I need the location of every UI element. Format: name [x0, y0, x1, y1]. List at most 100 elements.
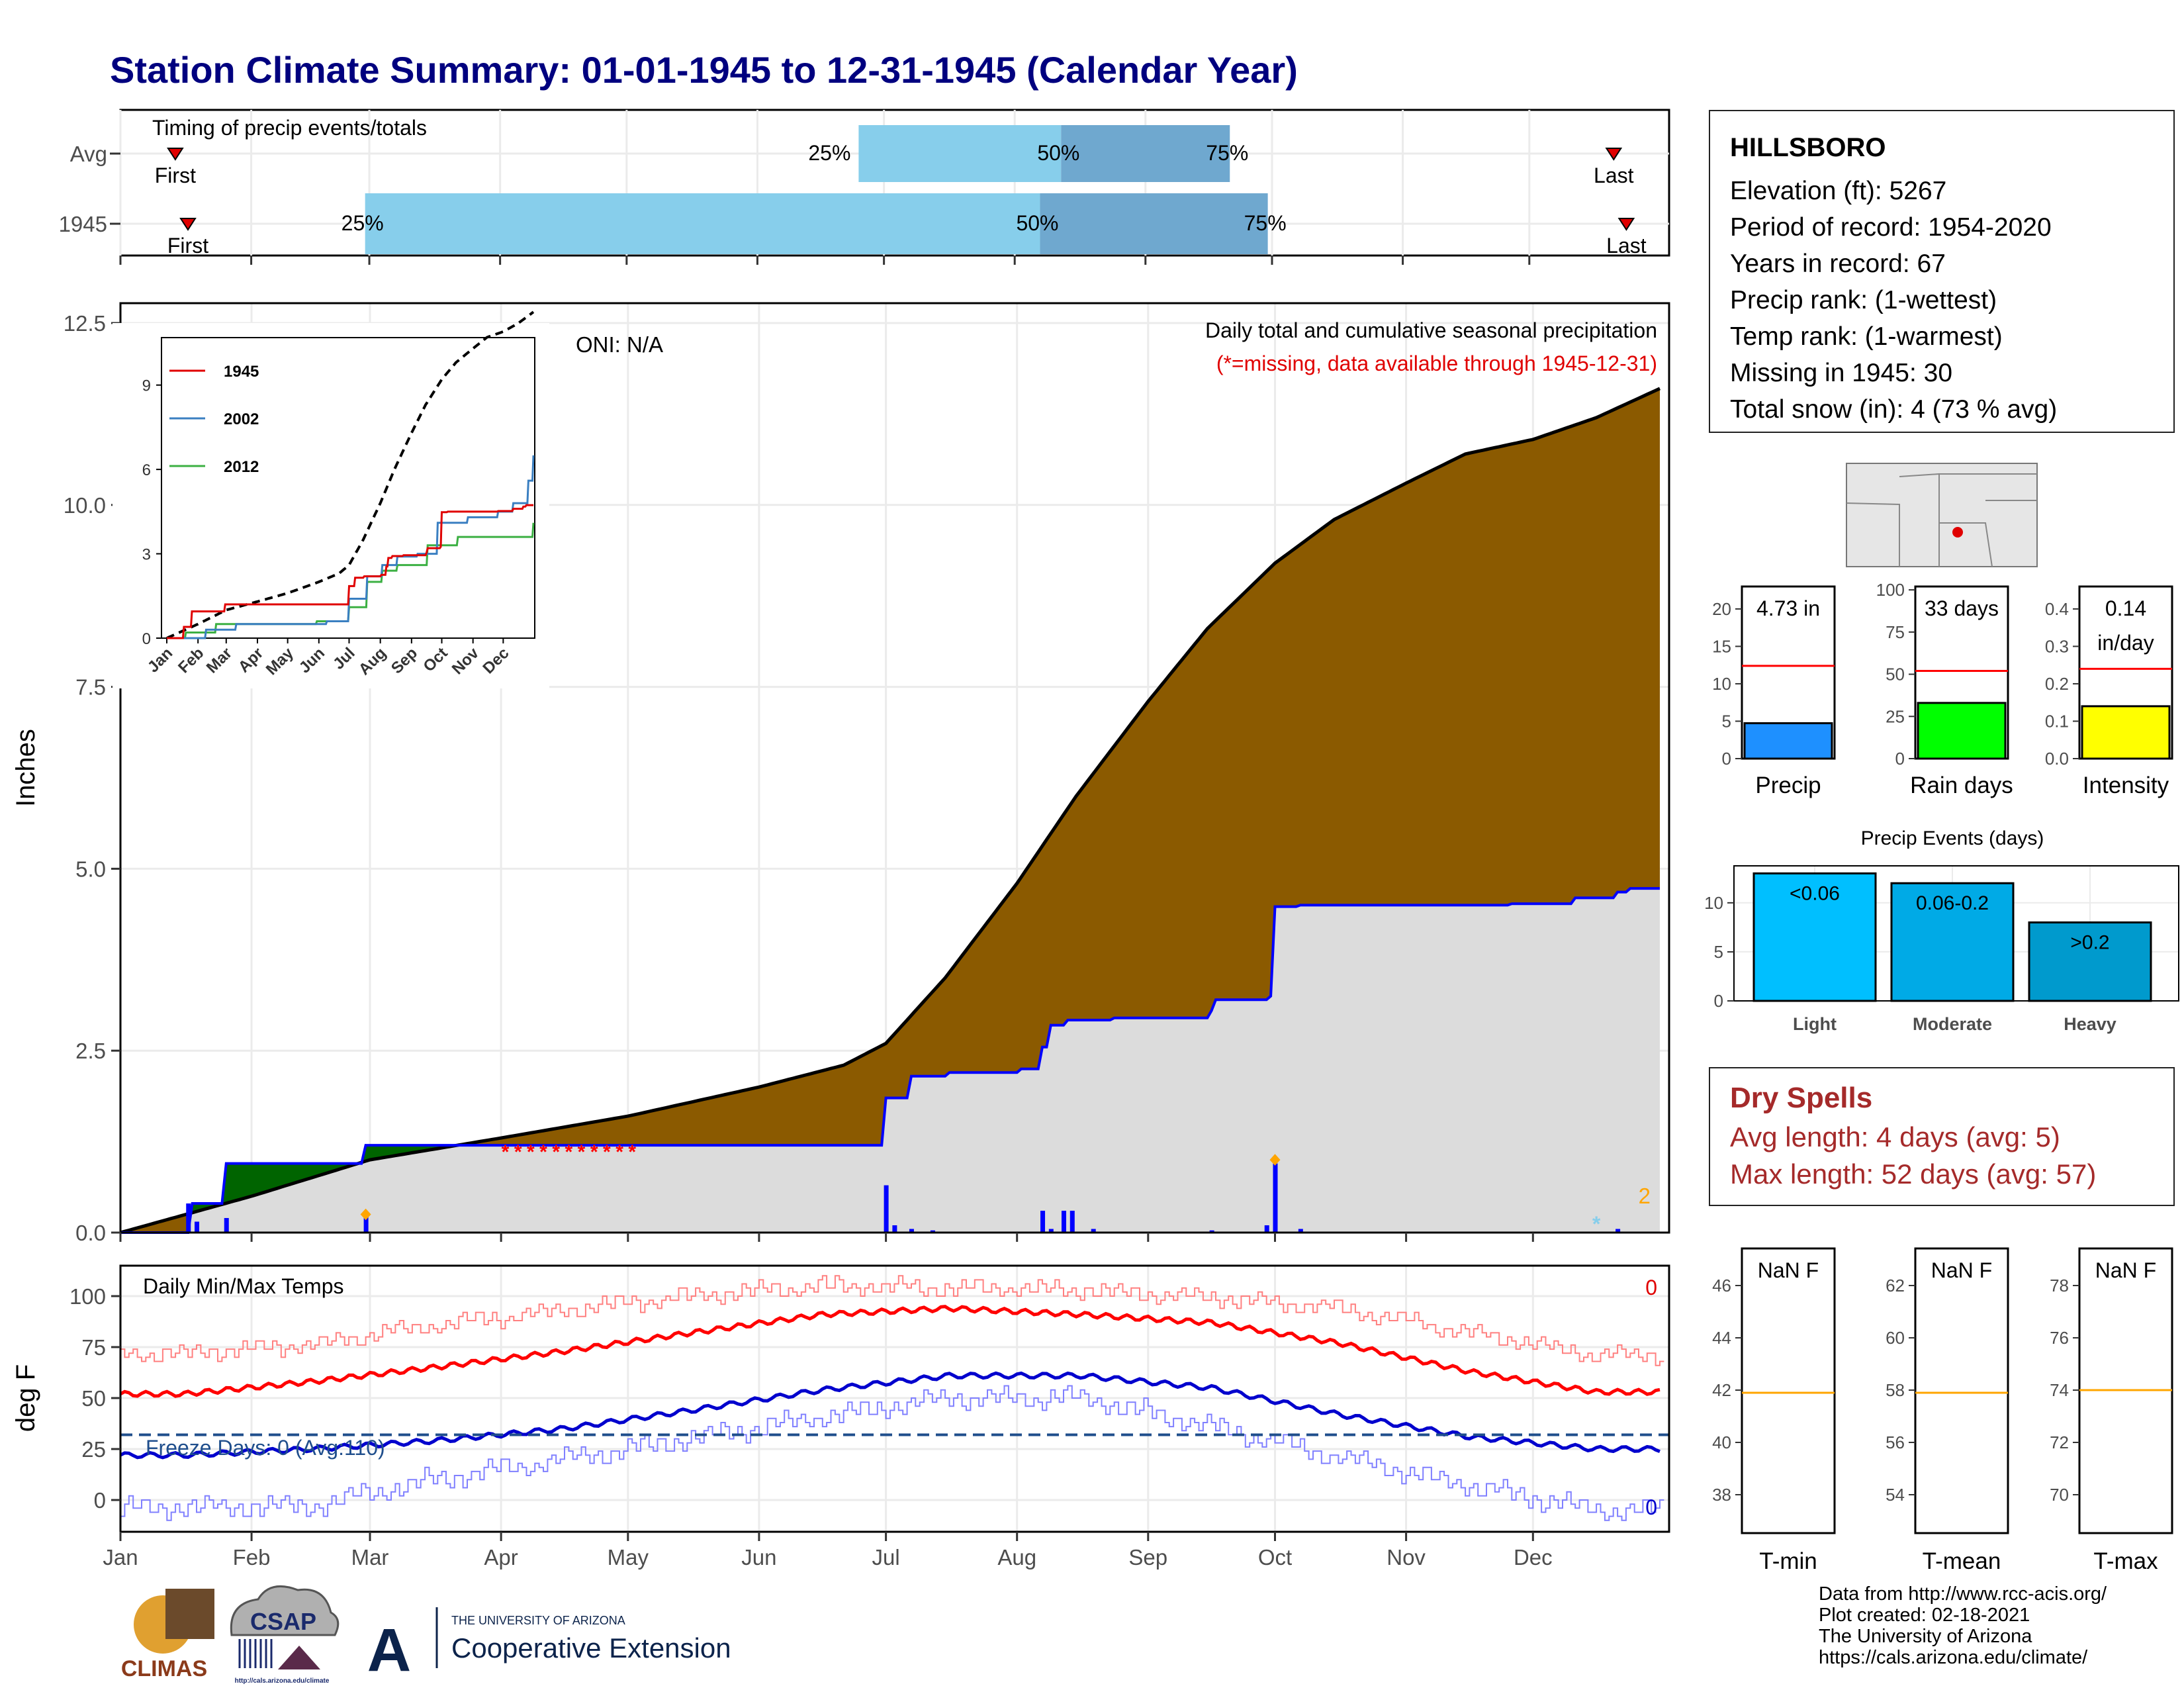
station-info-box: HILLSBORO Elevation (ft): 5267 Period of… [1709, 110, 2175, 433]
season-gauge-tick-label: 0.0 [2045, 749, 2069, 769]
cumulative-1945-line [120, 887, 1660, 1234]
season-gauge-value-unit: in/day [2097, 631, 2154, 655]
daily-precip-bar [1209, 1230, 1214, 1233]
first-marker [179, 218, 197, 231]
university-logo-letter: A [367, 1617, 411, 1684]
first-marker [167, 148, 184, 161]
month-x-tick-label: Aug [997, 1545, 1036, 1570]
temps-y-tick-label: 75 [81, 1335, 106, 1360]
temp-gauge-tick-label: 70 [2050, 1485, 2069, 1505]
csap-logo-text: CSAP [250, 1608, 316, 1635]
temp-gauge-value: NaN F [1758, 1258, 1819, 1282]
season-gauge-tick-label: 0.4 [2045, 599, 2069, 619]
temps-y-tick-label: 0 [94, 1488, 106, 1513]
temp-gauge-tick-label: 56 [1886, 1432, 1905, 1452]
inset-y-tick-label: 6 [142, 461, 151, 479]
inset-legend-label: 2012 [224, 458, 259, 476]
station-snow: Total snow (in): 4 (73 % avg) [1730, 395, 2058, 424]
max-day-marker [1269, 1154, 1281, 1166]
month-x-tick-label: Jun [741, 1545, 776, 1570]
station-missing: Missing in 1945: 30 [1730, 359, 1953, 387]
record-max-line [120, 1275, 1664, 1366]
inset-legend-label: 1945 [224, 363, 259, 381]
missing-caption: (*=missing, data available through 1945-… [1216, 352, 1657, 375]
daily-precip-bar [892, 1225, 897, 1233]
temp-gauge-tick-label: 38 [1712, 1485, 1731, 1505]
events-y-tick-label: 10 [1704, 893, 1723, 913]
station-temp-rank: Temp rank: (1-warmest) [1730, 322, 2003, 351]
freeze-days-label: Freeze Days: 0 (Avg:110) [146, 1436, 385, 1460]
timing-p25-label: 25% [341, 211, 384, 235]
daily-precip-bar [363, 1214, 369, 1233]
month-x-tick-label: Nov [1387, 1545, 1426, 1570]
season-gauge-bar [2081, 705, 2171, 760]
temp-gauge-label: T-min [1759, 1548, 1817, 1574]
daily-precip-bar [1615, 1229, 1621, 1233]
first-label: First [155, 164, 196, 187]
max-day-marker [360, 1208, 371, 1221]
oni-label: ONI: N/A [576, 332, 663, 357]
events-y-tick-label: 5 [1714, 942, 1723, 962]
timing-row-label: 1945 [59, 212, 107, 236]
university-logo-top-text: THE UNIVERSITY OF ARIZONA [451, 1614, 625, 1627]
temp-gauge-value: NaN F [1931, 1258, 1992, 1282]
daily-precip-bar [1091, 1229, 1096, 1233]
daily-precip-bar [1061, 1211, 1066, 1233]
temps-y-tick-label: 25 [81, 1437, 106, 1462]
credit-line: https://cals.arizona.edu/climate/ [1819, 1647, 2088, 1668]
min-count-label: 0 [1645, 1495, 1657, 1519]
inset-legend-label: 2002 [224, 410, 259, 428]
missing-day-marker: * [603, 1141, 611, 1163]
season-gauge-value: 0.14 [2105, 596, 2146, 620]
events-title: Precip Events (days) [1861, 827, 2044, 849]
daily-precip-bar [1069, 1211, 1075, 1233]
events-panel-frame [1733, 865, 2179, 1002]
season-gauge-tick-label: 10 [1712, 674, 1731, 694]
events-category-label: Moderate [1913, 1014, 1992, 1034]
events-category-label: Heavy [2064, 1014, 2116, 1034]
daily-precip-bar [930, 1230, 935, 1233]
season-gauge-value: 4.73 in [1756, 596, 1820, 620]
missing-day-marker: * [578, 1141, 586, 1163]
daily-precip-bar [884, 1185, 889, 1233]
season-gauge-tick-label: 0.1 [2045, 711, 2069, 731]
season-gauge-tick-label: 15 [1712, 636, 1731, 656]
events-bar-label: 0.06-0.2 [1916, 892, 1989, 914]
temps-y-tick-label: 100 [69, 1284, 106, 1309]
station-elevation: Elevation (ft): 5267 [1730, 177, 1947, 205]
inset-y-tick-label: 0 [142, 630, 151, 648]
events-bar-label: <0.06 [1790, 882, 1840, 904]
dry-spells-max: Max length: 52 days (avg: 57) [1730, 1158, 2097, 1190]
month-x-tick-label: Oct [1258, 1545, 1292, 1570]
dry-spells-avg: Avg length: 4 days (avg: 5) [1730, 1121, 2060, 1152]
last-marker [1617, 218, 1635, 231]
station-precip-rank: Precip rank: (1-wettest) [1730, 286, 1997, 314]
month-x-tick-label: Dec [1514, 1545, 1553, 1570]
main-panel-frame [119, 302, 1670, 1234]
station-name: HILLSBORO [1730, 133, 1886, 162]
main-y-tick-label: 5.0 [75, 857, 106, 881]
season-gauge-tick-label: 0 [1895, 749, 1905, 769]
csap-logo-url: http://cals.arizona.edu/climate [235, 1677, 330, 1685]
missing-day-marker: * [539, 1141, 547, 1163]
daily-precip-bar [195, 1221, 200, 1233]
temp-gauge-frame [1741, 1247, 1836, 1534]
season-gauge-tick-label: 0 [1722, 749, 1731, 769]
main-y-tick-label: 10.0 [64, 493, 106, 518]
last-label: Last [1606, 234, 1647, 258]
max-count-label: 0 [1645, 1276, 1657, 1299]
csap-logo-cloud [230, 1585, 340, 1636]
location-map [1846, 463, 2038, 567]
missing-day-marker: * [615, 1141, 623, 1163]
temp-gauge-value: NaN F [2095, 1258, 2156, 1282]
daily-precip-bar [1298, 1229, 1303, 1233]
season-gauge-label: Intensity [2083, 773, 2169, 798]
daily-precip-bar [1040, 1211, 1046, 1233]
temp-gauge-tick-label: 74 [2050, 1380, 2069, 1400]
temp-gauge-frame [1914, 1247, 2009, 1534]
temp-gauge-label: T-mean [1923, 1548, 2001, 1574]
season-gauge-tick-label: 75 [1886, 622, 1905, 642]
temp-gauge-label: T-max [2093, 1548, 2158, 1574]
temps-y-axis-title: deg F [11, 1364, 40, 1432]
